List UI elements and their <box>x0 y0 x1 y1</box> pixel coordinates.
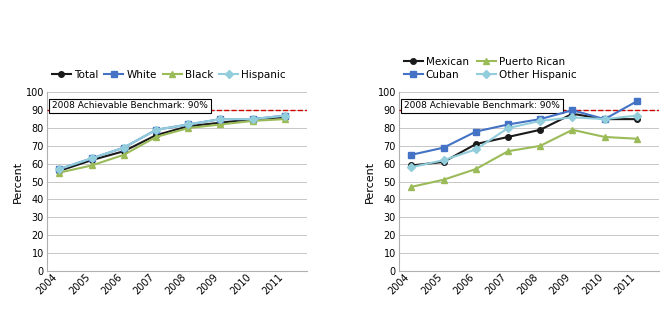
Legend: Total, White, Black, Hispanic: Total, White, Black, Hispanic <box>52 70 286 80</box>
Text: 2008 Achievable Benchmark: 90%: 2008 Achievable Benchmark: 90% <box>404 101 560 110</box>
Y-axis label: Percent: Percent <box>13 160 23 203</box>
Text: 2008 Achievable Benchmark: 90%: 2008 Achievable Benchmark: 90% <box>52 101 208 110</box>
Legend: Mexican, Cuban, Puerto Rican, Other Hispanic: Mexican, Cuban, Puerto Rican, Other Hisp… <box>404 57 577 80</box>
Y-axis label: Percent: Percent <box>365 160 375 203</box>
